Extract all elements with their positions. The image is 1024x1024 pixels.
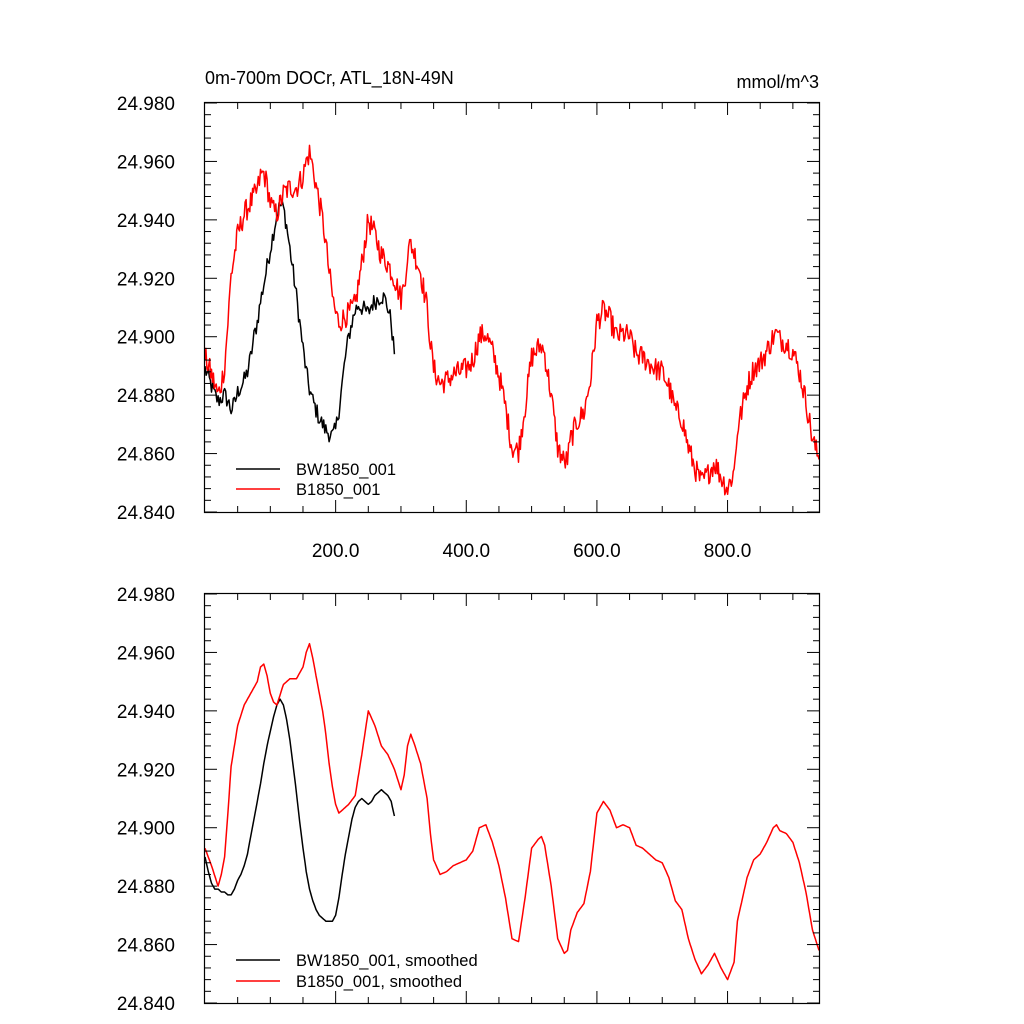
x-tick-label: 800.0 bbox=[704, 541, 752, 562]
top-plot-frame bbox=[203, 101, 821, 514]
top-ticks bbox=[205, 102, 819, 513]
bottom-legend: BW1850_001, smoothed B1850_001, smoothed bbox=[236, 952, 478, 991]
top-x-tick-labels: 200.0 400.0 600.0 800.0 bbox=[312, 541, 751, 562]
bottom-series-lines bbox=[204, 642, 820, 981]
bottom-y-tick-labels: 24.840 24.860 24.880 24.900 24.920 24.940 24.9… bbox=[117, 585, 175, 1015]
y-tick-label: 24.980 bbox=[117, 585, 175, 606]
y-tick-label: 24.880 bbox=[117, 877, 175, 898]
x-tick-label: 600.0 bbox=[573, 541, 621, 562]
y-tick-label: 24.920 bbox=[117, 269, 175, 290]
y-tick-label: 24.940 bbox=[117, 702, 175, 723]
y-tick-label: 24.880 bbox=[117, 386, 175, 407]
y-tick-label: 24.840 bbox=[117, 503, 175, 524]
top-legend: BW1850_001 B1850_001 bbox=[236, 461, 396, 499]
series-line-bw1850-001 bbox=[204, 200, 396, 443]
y-tick-label: 24.940 bbox=[117, 211, 175, 232]
top-y-tick-labels: 24.840 24.860 24.880 24.900 24.920 24.940 24.9… bbox=[117, 94, 175, 524]
x-tick-label: 200.0 bbox=[312, 541, 360, 562]
y-tick-label: 24.840 bbox=[117, 994, 175, 1015]
legend-label-bw1850: BW1850_001 bbox=[296, 461, 396, 479]
legend-label-b1850: B1850_001 bbox=[296, 481, 380, 499]
legend-label-b1850-smoothed: B1850_001, smoothed bbox=[296, 973, 462, 991]
series-line-b1850-001-smoothed bbox=[204, 642, 820, 981]
x-tick-label: 400.0 bbox=[443, 541, 491, 562]
y-tick-label: 24.860 bbox=[117, 445, 175, 466]
units-label: mmol/m^3 bbox=[737, 72, 819, 92]
top-series-lines bbox=[204, 144, 820, 496]
y-tick-label: 24.900 bbox=[117, 328, 175, 349]
series-line-bw1850-001-smoothed bbox=[204, 698, 396, 922]
bottom-ticks bbox=[205, 593, 819, 1004]
chart-title: 0m-700m DOCr, ATL_18N-49N bbox=[205, 68, 454, 89]
y-tick-label: 24.960 bbox=[117, 643, 175, 664]
y-tick-label: 24.980 bbox=[117, 94, 175, 115]
series-line-b1850-001 bbox=[204, 144, 820, 496]
legend-label-bw1850-smoothed: BW1850_001, smoothed bbox=[296, 952, 478, 970]
y-tick-label: 24.920 bbox=[117, 760, 175, 781]
bottom-panel: 24.840 24.860 24.880 24.900 24.920 24.940 24.9… bbox=[117, 585, 821, 1015]
top-panel: 24.840 24.860 24.880 24.900 24.920 24.940 24.9… bbox=[117, 68, 821, 562]
y-tick-label: 24.900 bbox=[117, 819, 175, 840]
y-tick-label: 24.960 bbox=[117, 152, 175, 173]
bottom-plot-frame bbox=[203, 592, 821, 1005]
y-tick-label: 24.860 bbox=[117, 936, 175, 957]
